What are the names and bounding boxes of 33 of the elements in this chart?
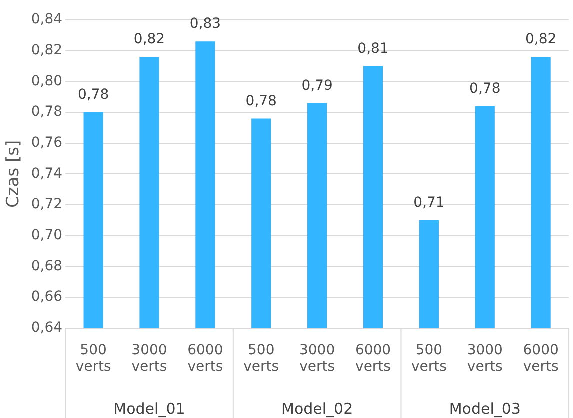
y-tick-label: 0,70 (31, 228, 63, 244)
y-tick-label: 0,78 (31, 104, 63, 120)
text: Model_01 (114, 400, 186, 418)
y-tick-label: 0,68 (31, 258, 63, 274)
x-tick-label: 3000 verts (132, 342, 168, 376)
data-label: 0,78 (78, 87, 110, 104)
x-tick-label: 6000 verts (355, 342, 392, 376)
y-tick-label: 0,76 (31, 135, 63, 151)
x-tick-label: 3000 verts (299, 342, 336, 376)
x-tick-label: 6000 verts (188, 342, 224, 376)
text: Model_02 (281, 400, 354, 418)
y-tick-label: 0,66 (31, 289, 63, 306)
y-tick-label: 0,72 (31, 196, 63, 213)
data-label: 0,78 (246, 93, 277, 110)
x-tick-label: 500 verts (411, 342, 447, 376)
y-tick-label: 0,64 (31, 320, 63, 336)
x-tick-label: 6000 verts (523, 342, 559, 376)
y-axis-title: Czas [s] (4, 140, 24, 208)
data-label: 0,82 (134, 32, 166, 48)
y-tick-label: 0,84 (31, 12, 63, 28)
x-tick-label: 500 verts (76, 342, 112, 376)
x-tick-label: 3000 verts (467, 342, 503, 376)
data-label: 0,78 (470, 80, 501, 97)
x-tick-label: 500 verts (244, 342, 280, 376)
y-tick-label: 0,74 (31, 166, 63, 182)
data-label: 0,83 (190, 16, 222, 32)
text: Model_03 (449, 400, 521, 418)
data-label: 0,81 (358, 40, 389, 57)
y-tick-label: 0,80 (31, 73, 63, 90)
data-label: 0,82 (525, 32, 557, 48)
data-label: 0,79 (302, 78, 333, 94)
data-label: 0,71 (414, 195, 445, 212)
y-tick-label: 0,82 (31, 42, 63, 58)
